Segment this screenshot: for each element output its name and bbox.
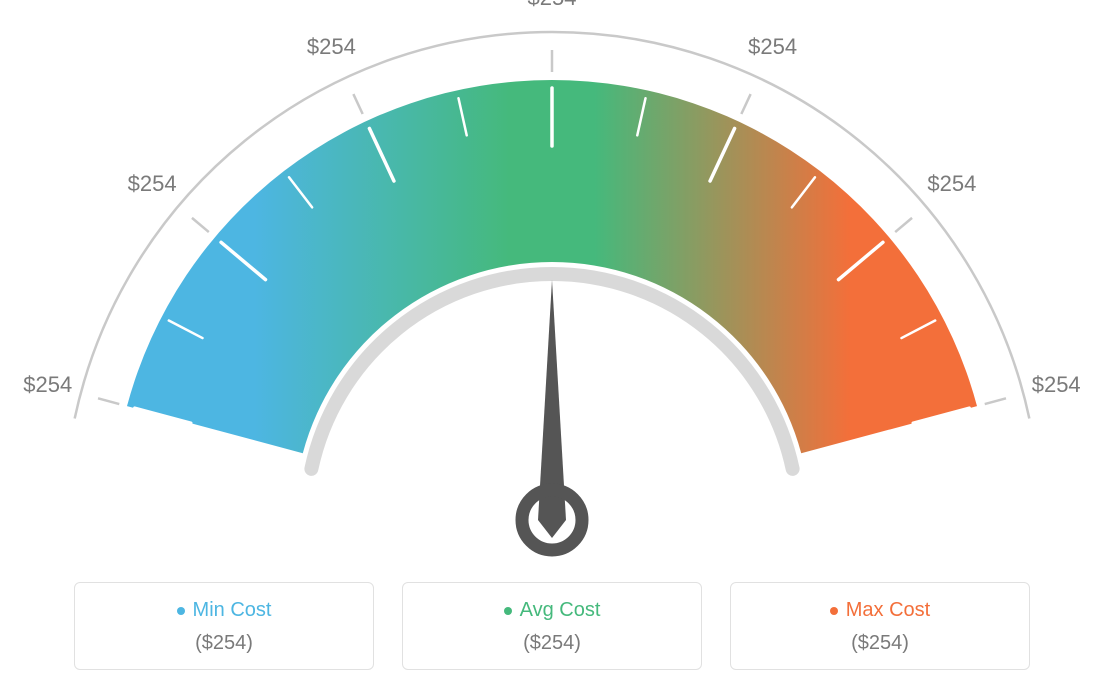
- gauge-scale-label: $254: [1032, 372, 1081, 398]
- legend-label-min: Min Cost: [193, 599, 272, 622]
- legend-label-max: Max Cost: [846, 599, 930, 622]
- gauge-scale-label: $254: [128, 171, 177, 197]
- legend-value-avg: ($254): [413, 632, 691, 655]
- legend-title-max: Max Cost: [830, 599, 930, 622]
- legend-title-avg: Avg Cost: [504, 599, 601, 622]
- legend-label-avg: Avg Cost: [520, 599, 601, 622]
- gauge-scale-label: $254: [748, 34, 797, 60]
- dot-icon: [830, 607, 838, 615]
- legend-card-min: Min Cost ($254): [74, 582, 374, 670]
- gauge-scale-label: $254: [528, 0, 577, 11]
- legend-title-min: Min Cost: [177, 599, 272, 622]
- gauge-scale-label: $254: [927, 171, 976, 197]
- cost-gauge-chart: $254 $254 $254 $254 $254 $254 $254: [0, 0, 1104, 560]
- dot-icon: [177, 607, 185, 615]
- gauge-svg: [0, 0, 1104, 560]
- dot-icon: [504, 607, 512, 615]
- legend-card-avg: Avg Cost ($254): [402, 582, 702, 670]
- gauge-scale-label: $254: [307, 34, 356, 60]
- legend-value-max: ($254): [741, 632, 1019, 655]
- gauge-scale-label: $254: [23, 372, 72, 398]
- legend-card-max: Max Cost ($254): [730, 582, 1030, 670]
- legend-value-min: ($254): [85, 632, 363, 655]
- legend-row: Min Cost ($254) Avg Cost ($254) Max Cost…: [0, 582, 1104, 670]
